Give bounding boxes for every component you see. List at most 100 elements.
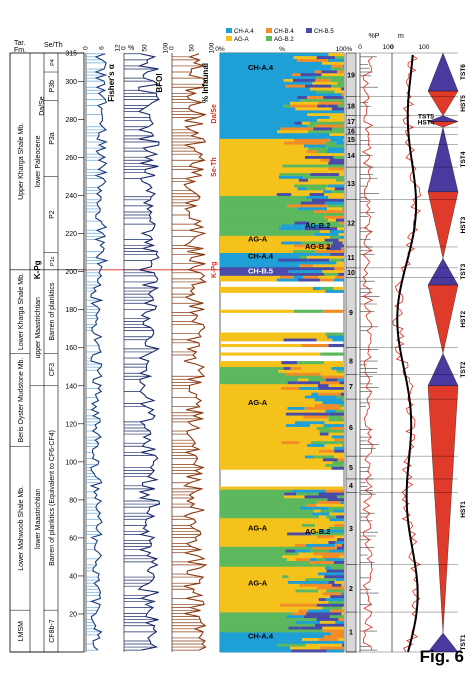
assemblage-segment bbox=[316, 90, 335, 94]
assemblage-segment bbox=[303, 175, 323, 179]
assemblage-segment bbox=[341, 583, 344, 587]
assemblage-segment bbox=[281, 241, 302, 245]
assemblage-segment bbox=[322, 458, 338, 462]
assemblage-segment bbox=[331, 84, 344, 88]
assemblage-segment bbox=[327, 204, 344, 208]
assemblage-segment bbox=[220, 164, 283, 168]
assemblage-segment bbox=[220, 617, 291, 621]
assemblage-segment bbox=[278, 369, 308, 373]
assemblage-segment bbox=[291, 649, 327, 653]
assemblage-segment bbox=[220, 332, 326, 336]
assemblage-segment bbox=[330, 78, 344, 82]
assemblage-segment bbox=[220, 98, 301, 102]
assemblage-segment bbox=[220, 643, 278, 647]
strat-unit-label: P3b bbox=[49, 80, 56, 93]
assemblage-segment bbox=[220, 620, 296, 624]
assemblage-segment bbox=[326, 515, 337, 519]
assemblage-segment bbox=[326, 92, 342, 97]
stratigraphy-columns: Tar.Fm. Se/Th Da/Se LMSM Lower Mahwoob Shale… bbox=[10, 40, 220, 653]
panel-tick-label: 0 bbox=[169, 46, 176, 50]
assemblage-segment bbox=[328, 526, 344, 530]
assemblage-segment bbox=[220, 149, 307, 154]
assemblage-segment bbox=[339, 221, 344, 225]
assemblage-segment bbox=[220, 583, 300, 587]
panel-tick-label: 50 bbox=[189, 44, 196, 52]
infaunal-panel: 0 50 100 % Infaunal Se-Th Da/Se K-Pg bbox=[169, 42, 218, 652]
assemblage-segment bbox=[298, 378, 309, 382]
assemblage-segment bbox=[340, 392, 344, 396]
assemblage-segment bbox=[220, 55, 294, 60]
assemblage-segment bbox=[327, 130, 336, 134]
assemblage-segment bbox=[220, 130, 278, 134]
assemblage-segment bbox=[298, 438, 335, 442]
m-tick-label: 0 bbox=[390, 44, 394, 51]
assemblage-segment bbox=[342, 643, 344, 647]
strat-unit-label: Lower Kharga Shale Mb. bbox=[18, 273, 25, 350]
panel-title: Fisher's α bbox=[107, 64, 116, 102]
assemblage-segment bbox=[316, 503, 332, 507]
interval-number: 6 bbox=[349, 425, 353, 432]
strat-unit-label: Lower Mahwoob Shale Mb. bbox=[18, 486, 25, 571]
assemblage-segment bbox=[328, 600, 344, 604]
interval-number: 9 bbox=[349, 310, 353, 317]
assemblage-segment bbox=[328, 161, 344, 165]
assemblage-segment bbox=[299, 440, 311, 445]
assemblage-segment bbox=[220, 600, 329, 604]
assemblage-segment bbox=[285, 372, 321, 376]
assemblage-segment bbox=[328, 218, 336, 222]
assemblage-segment bbox=[290, 646, 321, 650]
depth-tick-label: 140 bbox=[65, 383, 77, 390]
assemblage-segment bbox=[220, 517, 330, 522]
strat-unit-label: P3a bbox=[49, 132, 56, 145]
assemblage-segment bbox=[312, 286, 321, 291]
assemblage-segment bbox=[318, 101, 342, 105]
assemblage-segment bbox=[342, 552, 344, 556]
assemblage-segment bbox=[322, 175, 344, 179]
assemblage-segment bbox=[220, 232, 314, 236]
assemblage-segment bbox=[299, 583, 333, 587]
assemblage-segment bbox=[323, 634, 338, 639]
assemblage-label: CH-A.4 bbox=[248, 251, 274, 260]
assemblage-segment bbox=[220, 580, 288, 584]
assemblage-segment bbox=[325, 378, 338, 382]
interval-number: 10 bbox=[347, 270, 355, 277]
assemblage-segment bbox=[319, 529, 344, 533]
assemblage-segment bbox=[308, 178, 336, 182]
assemblage-segment bbox=[220, 95, 298, 99]
assemblage-segment bbox=[296, 381, 321, 385]
assemblage-segment bbox=[318, 637, 339, 641]
depth-tick-label: 60 bbox=[69, 535, 77, 542]
assemblage-segment bbox=[328, 195, 344, 199]
assemblage-segment bbox=[302, 435, 332, 439]
assemblage-segment bbox=[285, 84, 306, 88]
assemblage-segment bbox=[293, 275, 304, 279]
assemblage-segment bbox=[220, 258, 279, 262]
assemblage-segment bbox=[292, 489, 326, 493]
assemblage-segment bbox=[314, 398, 343, 402]
assemblage-segment bbox=[322, 363, 344, 368]
assemblage-segment bbox=[332, 338, 344, 342]
systems-tract-label: TST3 bbox=[460, 263, 467, 279]
assemblage-segment bbox=[220, 58, 298, 62]
assemblage-segment bbox=[220, 275, 281, 279]
strat-unit-label: lower Paleocene bbox=[35, 135, 42, 187]
assemblage-segment bbox=[220, 278, 277, 282]
assemblage-segment bbox=[320, 352, 344, 356]
assemblage-segment bbox=[220, 90, 317, 94]
assemblage-segment bbox=[322, 460, 333, 465]
assemblage-segment bbox=[309, 192, 325, 196]
depth-tick-label: 80 bbox=[69, 497, 77, 504]
assemblage-segment bbox=[220, 372, 286, 376]
assemblage-segment bbox=[314, 209, 340, 214]
assemblage-segment bbox=[318, 383, 329, 388]
assemblage-segment bbox=[334, 449, 344, 453]
assemblage-segment bbox=[333, 446, 344, 450]
assemblage-segment bbox=[322, 61, 344, 65]
assemblage-segment bbox=[339, 209, 344, 214]
assemblage-segment bbox=[319, 432, 329, 436]
depth-tick-label: 100 bbox=[65, 459, 77, 466]
assemblage-segment bbox=[342, 443, 344, 447]
assemblage-segment bbox=[311, 532, 344, 536]
assemblage-segment bbox=[311, 392, 319, 396]
assemblage-segment bbox=[301, 241, 333, 245]
